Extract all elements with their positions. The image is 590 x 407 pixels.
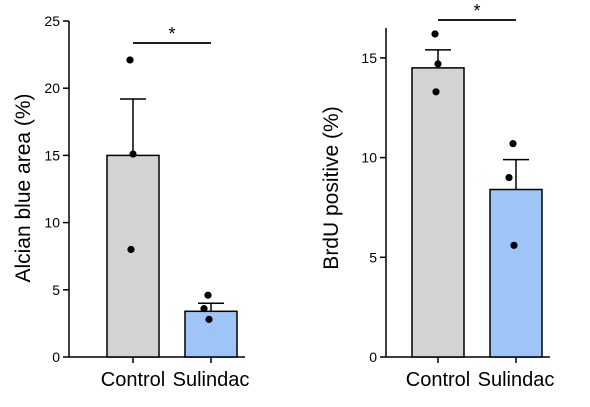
- data-point: [432, 88, 440, 96]
- data-point: [204, 291, 212, 299]
- significance-marker: *: [168, 24, 175, 44]
- x-tick-label-control: Control: [101, 369, 165, 391]
- data-point: [200, 305, 208, 313]
- data-point: [129, 150, 137, 158]
- data-point: [509, 140, 517, 148]
- y-axis-title: Alcian blue area (%): [12, 93, 35, 282]
- data-point: [434, 60, 442, 68]
- y-tick-label: 0: [369, 349, 377, 365]
- chart-brdu-positive: BrdU positive (%) 0 5 10 15 Control Sulindac *: [320, 1, 554, 391]
- data-point: [510, 241, 518, 249]
- y-tick-label: 0: [52, 349, 60, 365]
- chart-alcian-blue-area: Alcian blue area (%) 0 5 10 15 20 25 Control Su…: [12, 13, 249, 391]
- data-point: [127, 245, 135, 254]
- bar-control: [106, 154, 160, 358]
- bar-control: [411, 67, 465, 358]
- x-tick-label-sulindac: Sulindac: [478, 369, 555, 391]
- y-tick-label: 5: [52, 282, 60, 298]
- significance-marker: *: [473, 1, 480, 21]
- data-point: [126, 56, 134, 64]
- data-point: [505, 173, 513, 182]
- data-point: [205, 315, 213, 323]
- y-tick-label: 5: [369, 249, 377, 265]
- y-tick-label: 20: [44, 80, 60, 96]
- y-tick-label: 10: [361, 150, 377, 166]
- y-axis-title: BrdU positive (%): [320, 106, 343, 269]
- bar-sulindac: [489, 188, 543, 358]
- y-tick-label: 10: [44, 215, 60, 231]
- y-tick-label: 15: [44, 147, 60, 163]
- x-tick-label-sulindac: Sulindac: [173, 369, 250, 391]
- data-point: [431, 30, 439, 38]
- x-tick-label-control: Control: [406, 369, 470, 391]
- y-tick-label: 15: [361, 50, 377, 66]
- y-tick-label: 25: [44, 13, 60, 29]
